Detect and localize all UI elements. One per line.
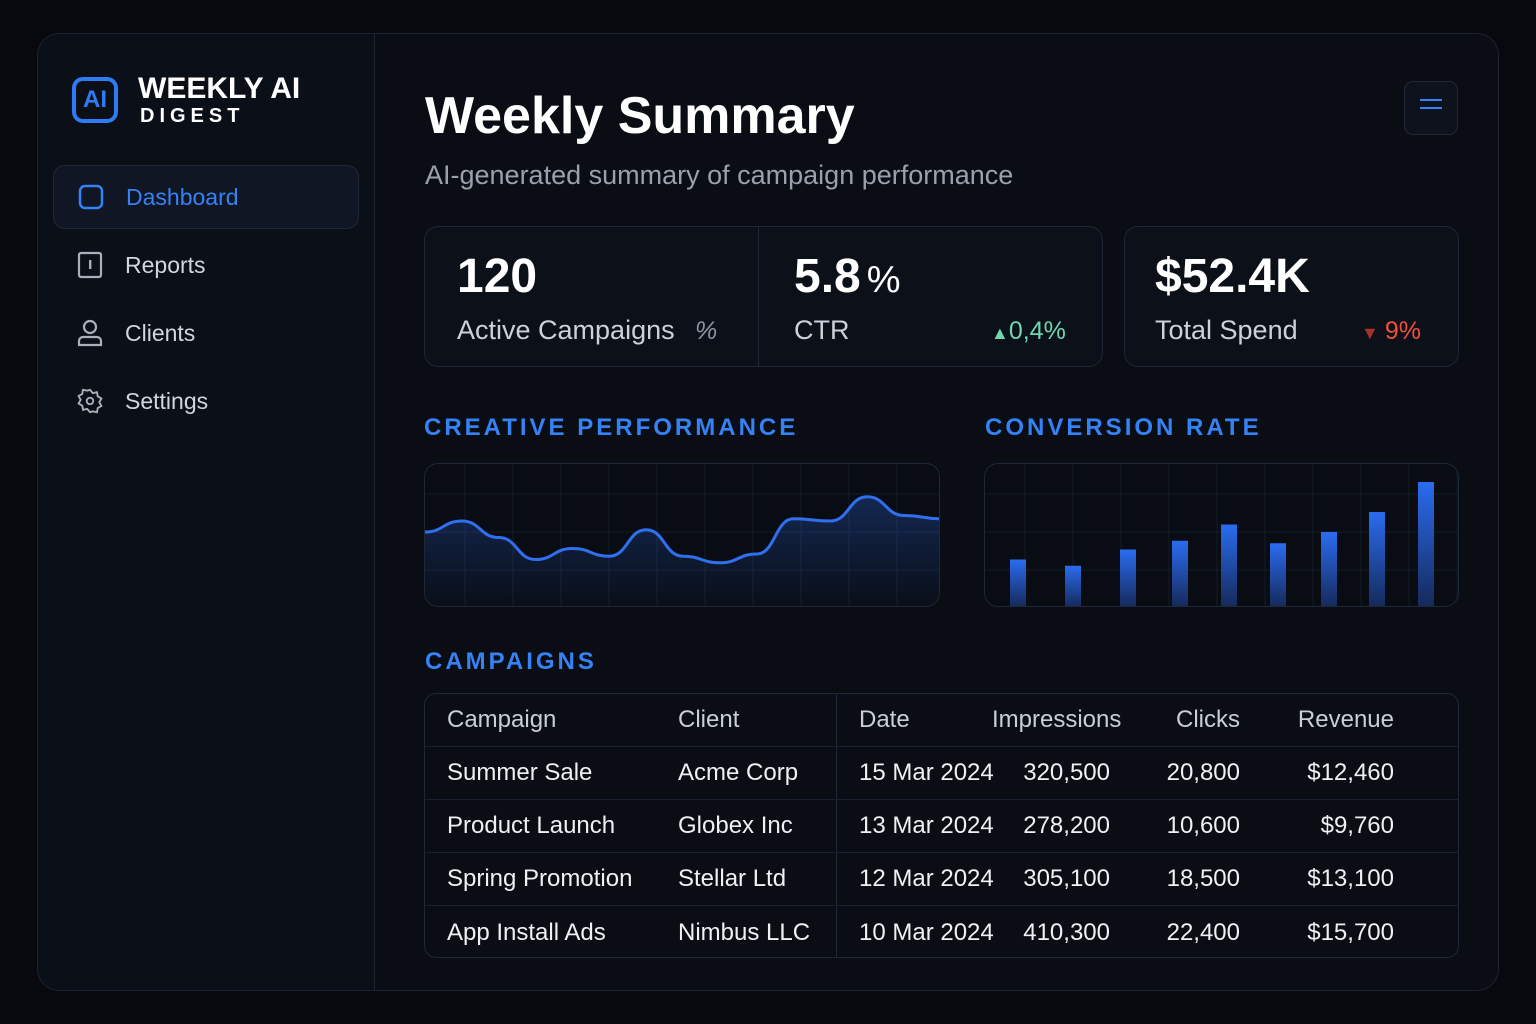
section-title-conversion: CONVERSION RATE xyxy=(985,414,1262,441)
cell-clicks: 10,600 xyxy=(1166,812,1240,839)
page-subtitle: AI-generated summary of campaign perform… xyxy=(425,160,1014,190)
bar xyxy=(1010,559,1026,606)
cell-date: 12 Mar 2024 xyxy=(859,865,994,892)
cell-client: Globex Inc xyxy=(656,800,837,852)
cell-campaign: App Install Ads xyxy=(447,918,606,946)
kpi-label: Active Campaigns xyxy=(457,315,675,345)
cell-clicks: 22,400 xyxy=(1166,918,1240,946)
cell-client: Acme Corp xyxy=(656,747,837,799)
kpi-ctr: 5.8% CTR ▲0,4% xyxy=(759,227,1104,366)
gear-icon xyxy=(77,388,103,414)
kpi-delta: 0,4% xyxy=(1008,317,1066,345)
bar xyxy=(1369,512,1385,606)
cell-campaign: Summer Sale xyxy=(447,759,593,786)
logo-title: WEEKLY AI xyxy=(138,72,301,105)
bar xyxy=(1221,524,1237,606)
bar xyxy=(1172,540,1188,606)
sidebar-item-label: Dashboard xyxy=(126,183,239,210)
sidebar-item-dashboard[interactable]: Dashboard xyxy=(53,165,359,229)
table-row[interactable]: Summer Sale Acme Corp 15 Mar 2024 320,50… xyxy=(425,747,1458,800)
page-title: Weekly Summary xyxy=(425,87,855,145)
table-row[interactable]: Spring Promotion Stellar Ltd 12 Mar 2024… xyxy=(425,853,1458,906)
kpi-unit: % xyxy=(866,259,901,301)
creative-performance-chart xyxy=(424,463,940,607)
sidebar-item-reports[interactable]: Reports xyxy=(53,233,359,297)
kpi-value: 120 xyxy=(457,250,538,303)
arrow-up-icon: ▲ xyxy=(991,323,1009,343)
table-row[interactable]: Product Launch Globex Inc 13 Mar 2024 27… xyxy=(425,800,1458,853)
kpi-label: CTR xyxy=(794,315,850,345)
cell-clicks: 20,800 xyxy=(1166,759,1240,786)
cell-campaign: Spring Promotion xyxy=(447,865,633,892)
cell-clicks: 18,500 xyxy=(1166,865,1240,892)
cell-campaign: Product Launch xyxy=(447,812,616,839)
kpi-total-spend: $52.4K Total Spend ▼ 9% xyxy=(1124,226,1459,367)
header-client[interactable]: Client xyxy=(656,694,837,746)
cell-impressions: 320,500 xyxy=(1023,759,1110,786)
cell-revenue: $15,700 xyxy=(1307,918,1394,946)
cell-impressions: 305,100 xyxy=(1023,865,1110,892)
header-date[interactable]: Date xyxy=(859,706,910,733)
cell-date: 15 Mar 2024 xyxy=(859,759,994,786)
logo-subtitle: DIGEST xyxy=(140,105,245,127)
cell-client: Nimbus LLC xyxy=(656,906,837,957)
kpi-delta: 9% xyxy=(1384,317,1421,345)
bar xyxy=(1270,543,1286,606)
header-revenue[interactable]: Revenue xyxy=(1297,706,1394,733)
bar xyxy=(1418,482,1434,606)
sidebar-item-label: Clients xyxy=(125,319,196,346)
cell-revenue: $9,760 xyxy=(1320,812,1394,839)
arrow-down-icon: ▼ xyxy=(1361,323,1379,343)
menu-icon xyxy=(1420,107,1442,109)
header-clicks[interactable]: Clicks xyxy=(1176,706,1240,733)
section-title-campaigns: CAMPAIGNS xyxy=(425,648,597,675)
sidebar-item-settings[interactable]: Settings xyxy=(53,369,359,433)
kpi-active-campaigns: 120 Active Campaigns % xyxy=(425,227,759,366)
sidebar-item-label: Settings xyxy=(125,387,209,414)
main-content: Weekly Summary AI-generated summary of c… xyxy=(375,34,1498,990)
logo-mark: AI xyxy=(72,77,118,123)
cell-revenue: $12,460 xyxy=(1307,759,1394,786)
conversion-rate-chart xyxy=(984,463,1459,607)
kpi-group: 120 Active Campaigns % 5.8% CTR ▲0,4% xyxy=(424,226,1103,367)
sidebar-item-clients[interactable]: Clients xyxy=(53,301,359,365)
kpi-label: Total Spend xyxy=(1155,315,1298,345)
square-icon xyxy=(78,184,104,210)
cell-date: 13 Mar 2024 xyxy=(859,812,994,839)
menu-button[interactable] xyxy=(1404,81,1458,135)
sidebar-nav: Dashboard Reports Clients Settings xyxy=(53,165,359,437)
bar xyxy=(1321,532,1337,606)
section-title-creative: CREATIVE PERFORMANCE xyxy=(424,414,799,441)
table-row[interactable]: App Install Ads Nimbus LLC 10 Mar 2024 4… xyxy=(425,906,1458,957)
cell-date: 10 Mar 2024 xyxy=(859,918,994,946)
table-header: Campaign Client Date Impressions Clicks … xyxy=(425,694,1458,747)
cell-impressions: 278,200 xyxy=(1023,812,1110,839)
user-icon xyxy=(77,319,103,347)
area-fill xyxy=(425,496,939,606)
cell-client: Stellar Ltd xyxy=(656,853,837,905)
cell-impressions: 410,300 xyxy=(1023,918,1110,946)
bar xyxy=(1120,549,1136,606)
campaigns-table: Campaign Client Date Impressions Clicks … xyxy=(424,693,1459,958)
logo: AI WEEKLY AI DIGEST xyxy=(72,74,300,126)
bar xyxy=(1065,565,1081,606)
header-impressions[interactable]: Impressions xyxy=(992,706,1122,733)
kpi-value: $52.4K xyxy=(1155,250,1310,303)
percent-icon: % xyxy=(695,317,718,345)
sidebar: AI WEEKLY AI DIGEST Dashboard Reports Cl… xyxy=(38,34,375,990)
kpi-value: 5.8 xyxy=(794,250,861,303)
cell-revenue: $13,100 xyxy=(1307,865,1394,892)
app-window: AI WEEKLY AI DIGEST Dashboard Reports Cl… xyxy=(37,33,1499,991)
header-campaign[interactable]: Campaign xyxy=(447,706,557,733)
sidebar-item-label: Reports xyxy=(125,251,206,278)
report-icon xyxy=(77,251,103,279)
